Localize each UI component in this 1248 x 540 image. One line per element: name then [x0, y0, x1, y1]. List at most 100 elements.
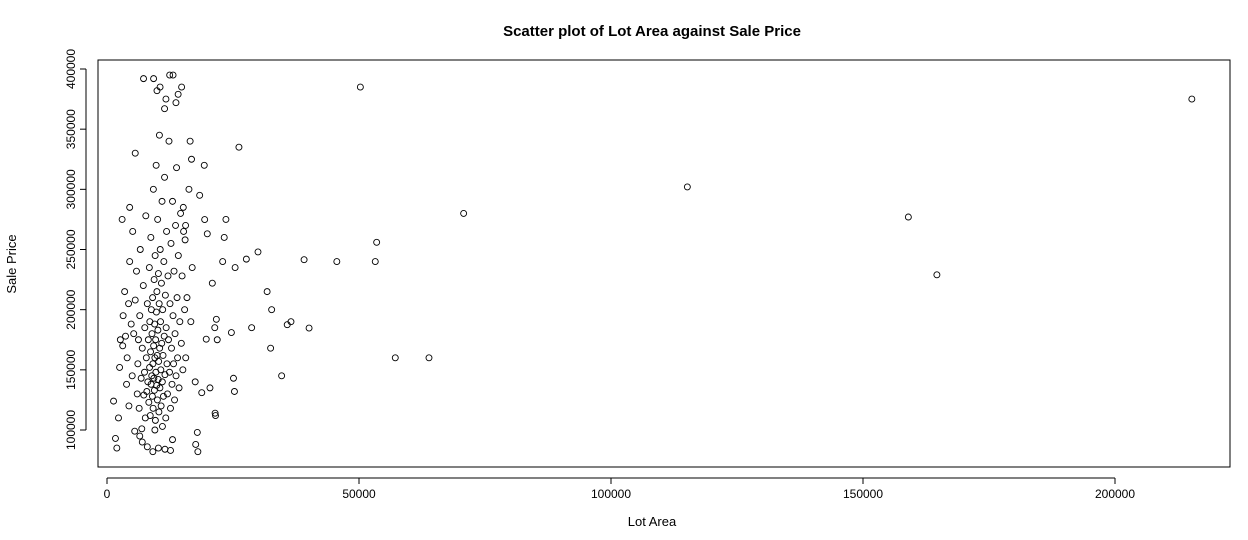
data-point	[180, 227, 188, 235]
data-point	[159, 306, 167, 314]
data-point	[186, 137, 194, 145]
data-point	[151, 354, 159, 362]
data-point	[283, 321, 291, 329]
data-point	[904, 213, 912, 221]
data-point	[150, 342, 158, 350]
x-tick-label: 200000	[1095, 487, 1135, 501]
data-point	[166, 368, 173, 376]
data-point	[230, 374, 237, 382]
data-point	[219, 258, 227, 265]
data-point	[119, 342, 127, 350]
data-point	[133, 267, 140, 275]
data-point	[231, 264, 239, 271]
data-point	[169, 71, 177, 79]
data-point	[235, 143, 243, 151]
data-point	[211, 409, 219, 417]
data-point	[145, 398, 153, 406]
data-point	[188, 155, 195, 163]
data-point	[371, 258, 379, 265]
x-tick-label: 100000	[591, 487, 631, 501]
data-point	[174, 252, 182, 259]
data-point	[160, 332, 168, 340]
data-point	[158, 378, 166, 386]
data-point	[173, 164, 181, 172]
y-tick-label: 300000	[64, 169, 78, 209]
data-point	[222, 215, 230, 223]
data-point	[157, 318, 164, 326]
data-point	[169, 197, 176, 205]
data-point	[146, 412, 154, 420]
data-point	[165, 336, 172, 344]
data-point	[131, 296, 139, 304]
data-point	[143, 388, 151, 395]
data-point	[194, 448, 202, 456]
data-point	[165, 137, 173, 145]
data-point	[157, 366, 165, 374]
y-axis: 100000 150000 200000 250000 300000 350000 4000…	[64, 49, 87, 450]
data-point	[154, 326, 162, 334]
data-point	[143, 300, 151, 308]
data-point	[158, 197, 166, 205]
data-point	[125, 300, 133, 308]
data-point	[147, 234, 155, 241]
data-point	[157, 402, 165, 410]
data-point	[179, 203, 187, 211]
data-point	[148, 392, 156, 400]
data-point	[137, 374, 145, 382]
data-point	[192, 440, 200, 448]
data-point	[196, 191, 204, 199]
data-point	[213, 336, 221, 344]
data-point	[356, 83, 364, 91]
data-point	[161, 291, 169, 299]
data-point	[254, 248, 262, 256]
data-point	[173, 294, 181, 302]
y-tick-label: 400000	[64, 49, 78, 89]
data-point	[175, 384, 183, 392]
data-point	[242, 255, 250, 263]
data-point	[126, 258, 134, 265]
data-point	[134, 360, 142, 368]
x-axis: 0 50000 100000 150000 200000	[104, 477, 1135, 501]
data-point	[201, 216, 209, 223]
y-tick-label: 350000	[64, 109, 78, 149]
data-point	[148, 330, 156, 338]
data-point	[305, 324, 313, 332]
data-point	[123, 354, 131, 362]
data-point	[141, 368, 148, 376]
data-point	[149, 404, 157, 412]
data-point	[155, 300, 163, 308]
y-tick-label: 150000	[64, 349, 78, 389]
data-point	[136, 432, 144, 440]
data-point	[133, 390, 141, 398]
data-point	[152, 336, 160, 344]
data-point	[122, 332, 129, 340]
data-point	[181, 236, 189, 244]
data-point	[156, 246, 164, 253]
data-point	[156, 384, 164, 392]
data-point	[147, 348, 154, 356]
data-point	[171, 330, 179, 338]
data-point	[191, 378, 199, 386]
data-point	[151, 426, 159, 434]
data-point	[159, 351, 167, 359]
data-point	[187, 318, 195, 326]
data-point	[128, 372, 136, 380]
data-point	[179, 366, 187, 374]
data-point	[143, 443, 151, 451]
data-point	[159, 392, 167, 400]
data-point	[172, 99, 180, 107]
data-point	[169, 312, 177, 320]
data-point	[170, 360, 177, 368]
data-point	[212, 315, 220, 323]
data-point	[110, 397, 118, 405]
data-point	[138, 438, 146, 446]
data-point	[144, 336, 152, 344]
data-point	[138, 344, 146, 352]
data-point	[263, 288, 271, 296]
data-point	[200, 161, 208, 169]
data-point	[166, 300, 174, 308]
data-point	[153, 87, 161, 95]
data-point	[168, 380, 176, 388]
data-point	[185, 185, 193, 193]
